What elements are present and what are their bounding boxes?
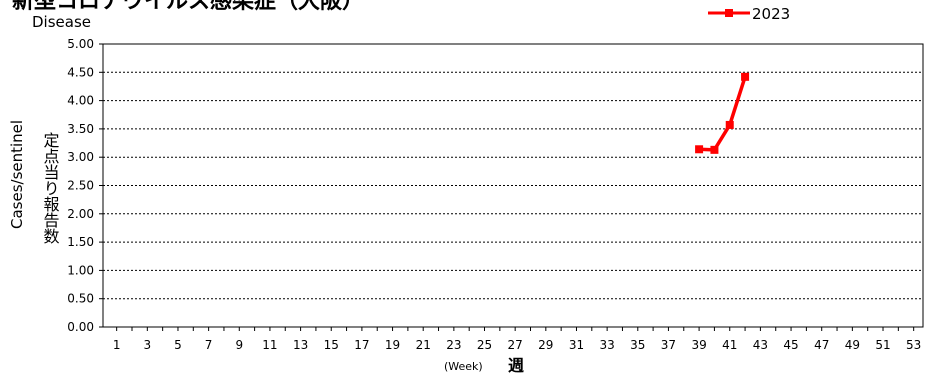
x-tick-label: 1 xyxy=(113,338,121,352)
series-layer xyxy=(695,72,750,154)
x-tick-label: 19 xyxy=(385,338,400,352)
x-tick-label: 51 xyxy=(875,338,890,352)
x-axis-label-en: (Week) xyxy=(444,360,483,373)
x-tick-label: 11 xyxy=(262,338,277,352)
y-tick-label: 0.00 xyxy=(67,320,94,334)
legend: 2023 xyxy=(708,5,790,23)
y-tick-label: 1.50 xyxy=(67,235,94,249)
x-tick-label: 17 xyxy=(354,338,369,352)
y-tick-label: 1.00 xyxy=(67,263,94,277)
x-tick-label: 35 xyxy=(630,338,645,352)
x-tick-label: 39 xyxy=(691,338,706,352)
x-axis-ticks: 1 3 5 7 9 11 13 15 17 19 21 23 25 27 29 31 33 35 37 39 41 43 4… xyxy=(113,327,921,352)
x-tick-label: 53 xyxy=(906,338,921,352)
x-tick-label: 33 xyxy=(599,338,614,352)
chart-title: 新型コロナウイルス感染症（大阪） xyxy=(12,0,364,14)
x-tick-label: 21 xyxy=(416,338,431,352)
x-tick-label: 23 xyxy=(446,338,461,352)
y-axis-label-jp: 定点当り報告数 xyxy=(41,132,60,244)
x-tick-label: 27 xyxy=(508,338,523,352)
data-point xyxy=(695,145,704,154)
y-tick-label: 2.50 xyxy=(67,179,94,193)
gridlines xyxy=(103,71,923,300)
y-tick-label: 4.00 xyxy=(67,94,94,108)
y-tick-label: 3.50 xyxy=(67,122,94,136)
x-tick-label: 3 xyxy=(143,338,151,352)
legend-label: 2023 xyxy=(752,5,790,23)
x-tick-label: 9 xyxy=(235,338,243,352)
data-point xyxy=(741,72,750,81)
chart-subtitle: Disease xyxy=(32,13,91,31)
x-tick-label: 15 xyxy=(324,338,339,352)
x-tick-label: 25 xyxy=(477,338,492,352)
x-tick-label: 45 xyxy=(783,338,798,352)
y-tick-label: 4.50 xyxy=(67,65,94,79)
x-tick-label: 47 xyxy=(814,338,829,352)
y-axis-ticks: 0.00 0.50 1.00 1.50 2.00 2.50 3.00 3.50 4.00 4.50… xyxy=(67,37,103,334)
x-tick-label: 5 xyxy=(174,338,182,352)
data-point xyxy=(710,145,719,154)
y-tick-label: 5.00 xyxy=(67,37,94,51)
x-tick-label: 41 xyxy=(722,338,737,352)
x-tick-label: 29 xyxy=(538,338,553,352)
x-tick-label: 43 xyxy=(753,338,768,352)
legend-marker xyxy=(725,9,733,17)
x-tick-label: 13 xyxy=(293,338,308,352)
data-point xyxy=(725,120,734,129)
x-tick-label: 31 xyxy=(569,338,584,352)
y-tick-label: 3.00 xyxy=(67,150,94,164)
y-axis-label-en: Cases/sentinel xyxy=(8,120,26,229)
x-tick-label: 37 xyxy=(661,338,676,352)
x-axis-label-jp: 週 xyxy=(508,356,524,375)
x-tick-label: 7 xyxy=(205,338,213,352)
x-tick-label: 49 xyxy=(845,338,860,352)
series-line xyxy=(699,76,747,152)
y-tick-label: 0.50 xyxy=(67,292,94,306)
y-tick-label: 2.00 xyxy=(67,207,94,221)
